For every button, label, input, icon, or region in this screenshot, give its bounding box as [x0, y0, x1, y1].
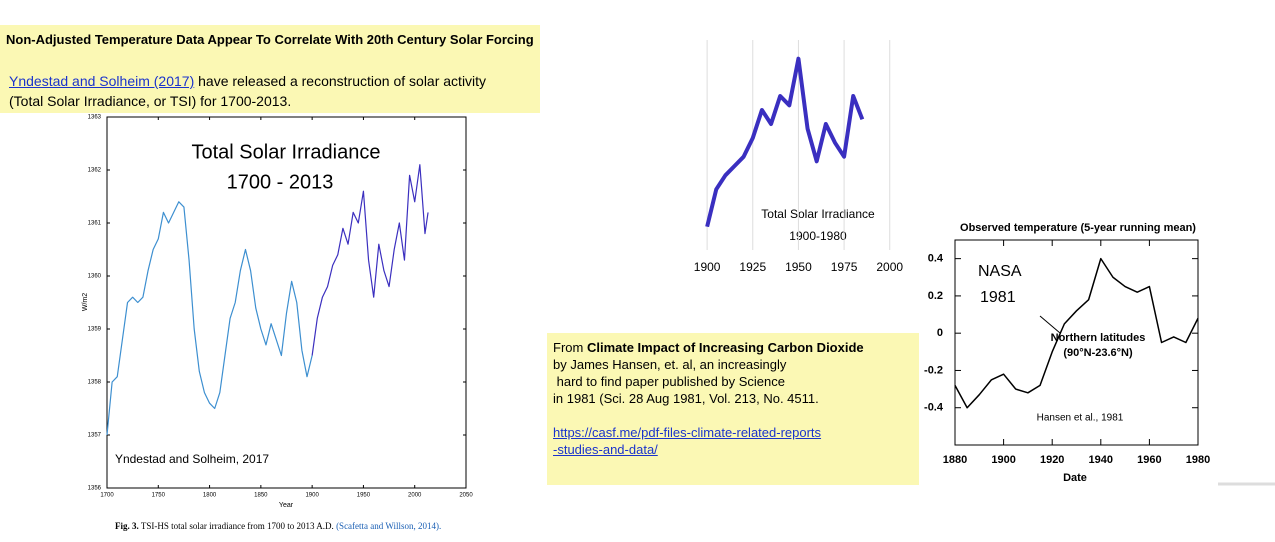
- header-body: have released a reconstruction of solar …: [198, 73, 487, 89]
- x-tick-label: 1750: [152, 493, 166, 499]
- note-prefix: From: [553, 340, 584, 355]
- arrow: [1039, 315, 1061, 334]
- series-line: [311, 164, 429, 356]
- note-text: From Climate Impact of Increasing Carbon…: [553, 339, 864, 458]
- chart-subtitle: 1700 - 2013: [227, 171, 334, 193]
- x-tick-label: 1925: [739, 260, 766, 274]
- annotation: (90°N-23.6°N): [1063, 347, 1133, 359]
- y-tick-label: -0.4: [924, 402, 944, 414]
- x-tick-label: 1980: [1186, 454, 1210, 466]
- y-axis-label: W/m2: [82, 293, 89, 311]
- y-tick-label: 1359: [88, 327, 102, 333]
- chart-title: Observed temperature (5-year running mea…: [960, 222, 1196, 234]
- x-tick-label: 2050: [459, 493, 473, 499]
- header-body: (Total Solar Irradiance, or TSI) for 170…: [9, 93, 292, 109]
- x-tick-label: 1900: [305, 493, 319, 499]
- x-tick-label: 1900: [694, 260, 721, 274]
- note-box: From Climate Impact of Increasing Carbon…: [547, 333, 919, 485]
- x-tick-label: 1900: [991, 454, 1015, 466]
- header-box: Non-Adjusted Temperature Data Appear To …: [0, 25, 540, 113]
- y-tick-label: 1356: [88, 486, 102, 492]
- header-text: Yndestad and Solheim (2017) have release…: [9, 71, 486, 111]
- annotation: Yndestad and Solheim, 2017: [115, 452, 269, 466]
- note-link[interactable]: https://casf.me/pdf-files-climate-relate…: [553, 425, 821, 457]
- note-line: hard to find paper published by Science: [556, 374, 786, 389]
- y-tick-label: 1361: [88, 221, 102, 227]
- chart-title: Total Solar Irradiance: [192, 141, 381, 163]
- caption-text: TSI-HS total solar irradiance from 1700 …: [141, 521, 334, 531]
- note-line: by James Hansen, et. al, an increasingly: [553, 357, 787, 372]
- plot-frame: [106, 116, 467, 489]
- y-tick-label: 1363: [88, 115, 102, 121]
- chart-title: Total Solar Irradiance: [761, 207, 875, 221]
- x-tick-label: 1975: [831, 260, 858, 274]
- x-axis-label: Date: [1063, 472, 1087, 484]
- plot-frame: [954, 239, 1199, 446]
- x-tick-label: 1880: [943, 454, 967, 466]
- x-tick-label: 1700: [100, 493, 114, 499]
- y-tick-label: 0.4: [928, 253, 944, 265]
- annotation: Hansen et al., 1981: [1037, 413, 1124, 424]
- x-tick-label: 1850: [254, 493, 268, 499]
- note-link-line: -studies-and-data/: [553, 442, 658, 457]
- x-tick-label: 2000: [876, 260, 903, 274]
- chart-subtitle: 1900-1980: [789, 229, 847, 243]
- caption-label: Fig. 3.: [115, 521, 139, 531]
- note-line: in 1981 (Sci. 28 Aug 1981, Vol. 213, No.…: [553, 391, 819, 406]
- series-line: [705, 56, 865, 228]
- y-tick-label: 1357: [88, 433, 102, 439]
- header-title: Non-Adjusted Temperature Data Appear To …: [6, 32, 534, 47]
- y-tick-label: 0.2: [928, 290, 943, 302]
- series-line: [106, 201, 313, 436]
- y-tick-label: 0: [937, 327, 943, 339]
- y-tick-label: -0.2: [924, 364, 943, 376]
- x-tick-label: 2000: [408, 493, 422, 499]
- y-tick-label: 1362: [88, 168, 102, 174]
- x-tick-label: 1920: [1040, 454, 1064, 466]
- note-title: Climate Impact of Increasing Carbon Diox…: [586, 340, 864, 355]
- y-tick-label: 1360: [88, 274, 102, 280]
- x-tick-label: 1950: [357, 493, 371, 499]
- y-tick-label: 1358: [88, 380, 102, 386]
- series-line: [954, 257, 1199, 409]
- x-tick-label: 1940: [1089, 454, 1113, 466]
- x-tick-label: 1950: [785, 260, 812, 274]
- annotation: Northern latitudes: [1051, 332, 1146, 344]
- note-link-line: https://casf.me/pdf-files-climate-relate…: [553, 425, 822, 440]
- annotation: NASA: [978, 263, 1022, 280]
- annotation: 1981: [980, 289, 1016, 306]
- x-axis-label: Year: [279, 502, 294, 509]
- caption: Fig. 3. TSI-HS total solar irradiance fr…: [115, 521, 441, 531]
- caption-source: (Scafetta and Willson, 2014).: [336, 521, 441, 531]
- x-tick-label: 1800: [203, 493, 217, 499]
- x-tick-label: 1960: [1137, 454, 1161, 466]
- header-link[interactable]: Yndestad and Solheim (2017): [9, 73, 195, 89]
